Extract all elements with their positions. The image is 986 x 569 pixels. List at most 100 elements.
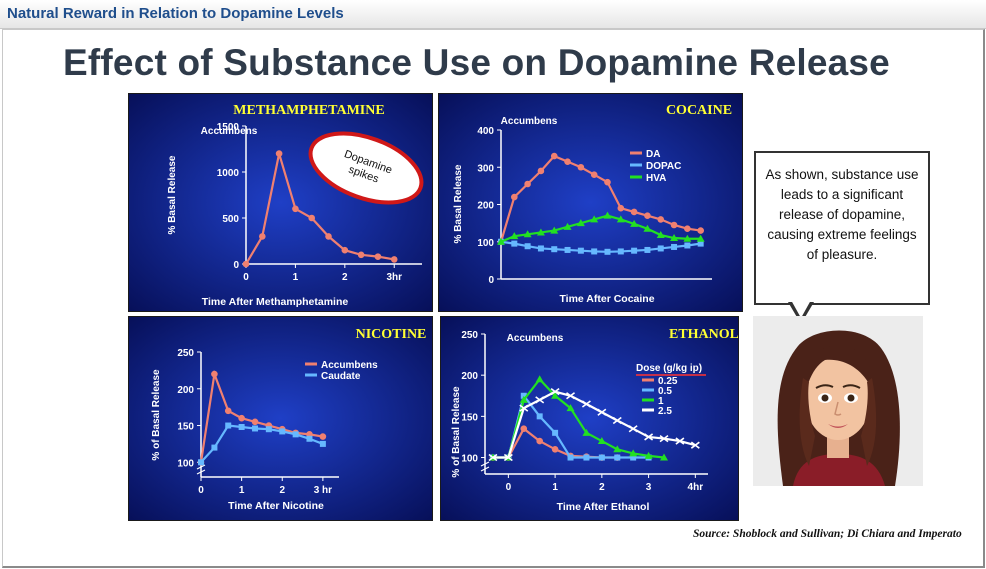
cocaine-data-point: [684, 242, 691, 249]
chart-cocaine: 0 100 200 300 400 COCAINE Accumbens Time After …: [438, 93, 743, 312]
ethanol-x-tick-label: 4hr: [688, 482, 704, 493]
ethanol-x-tick-label: 3: [646, 482, 652, 493]
ethanol-data-point: [520, 425, 528, 433]
methamphetamine-y-axis-label: % Basal Release: [167, 155, 178, 234]
cocaine-data-point: [524, 243, 531, 250]
ethanol-data-point: [551, 391, 560, 399]
nicotine-x-tick-label: 0: [198, 485, 204, 496]
ethanol-data-point: [582, 428, 591, 436]
nicotine-data-point: [292, 431, 299, 438]
cocaine-data-point: [497, 237, 505, 245]
cocaine-data-point: [630, 208, 638, 216]
methamphetamine-x-tick-label: 1: [293, 272, 299, 283]
cocaine-legend-label: HVA: [646, 173, 666, 184]
ethanol-data-point: [536, 413, 543, 420]
cocaine-data-point: [537, 167, 545, 175]
cocaine-data-point: [511, 193, 518, 201]
speech-bubble-text: As shown, substance use leads to a signi…: [765, 167, 919, 262]
ethanol-data-point: [520, 392, 527, 399]
cocaine-data-point: [697, 227, 704, 234]
chart-ethanol: 100 150 200 250 0 1 2 3 4hr ETHANOL Accumbens Time …: [440, 316, 739, 521]
ethanol-y-tick-label: 150: [461, 412, 478, 423]
nicotine-x-tick-label: 3 hr: [314, 485, 332, 496]
methamphetamine-y-tick-label: 1500: [217, 122, 240, 133]
slide-title: Effect of Substance Use on Dopamine Rele…: [63, 42, 890, 83]
cocaine-data-point: [644, 246, 651, 253]
cocaine-data-point: [564, 158, 571, 165]
ethanol-x-tick-label: 0: [506, 482, 512, 493]
ethanol-x-axis-label: Time After Ethanol: [557, 501, 650, 513]
nicotine-data-point: [238, 424, 245, 430]
methamphetamine-x-tick-label: 2: [342, 272, 348, 283]
cocaine-data-point: [523, 230, 532, 238]
nicotine-series-line-caudate: [200, 424, 324, 464]
cocaine-data-point: [604, 178, 611, 186]
cocaine-data-point: [563, 222, 572, 230]
nicotine-x-tick-label: 2: [279, 485, 285, 496]
nicotine-data-point: [211, 370, 218, 378]
ethanol-data-point: [644, 451, 653, 459]
nicotine-y-tick-label: 250: [177, 348, 194, 359]
cocaine-data-point: [617, 204, 625, 212]
cocaine-y-tick-label: 300: [477, 163, 494, 174]
nicotine-axis-break: [196, 464, 206, 475]
methamphetamine-x-tick-label: 3hr: [386, 272, 402, 283]
cocaine-data-point: [590, 171, 598, 178]
ethanol-data-point: [613, 445, 622, 453]
ethanol-data-point: [566, 392, 576, 400]
ethanol-data-point: [675, 437, 685, 445]
nicotine-data-point: [252, 425, 259, 432]
ethanol-data-point: [644, 433, 654, 441]
ethanol-data-point: [614, 454, 621, 461]
ethanol-region-label: Accumbens: [507, 333, 564, 344]
ethanol-y-axis-label: % of Basal Release: [451, 386, 462, 478]
cocaine-data-point: [696, 234, 705, 242]
ethanol-legend-label: 0.5: [658, 386, 672, 397]
chart-ethanol-svg: 100 150 200 250 0 1 2 3 4hr ETHANOL Accumbens Time …: [441, 317, 738, 520]
methamphetamine-data-point: [325, 233, 332, 240]
cocaine-data-point: [683, 234, 692, 242]
ethanol-data-point: [660, 453, 669, 461]
cocaine-data-point: [697, 240, 704, 247]
methamphetamine-y-tick-label: 1000: [217, 168, 240, 179]
ethanol-data-point: [488, 453, 498, 462]
nicotine-data-point: [306, 435, 313, 442]
cocaine-data-point: [616, 215, 625, 223]
ethanol-legend-title: Dose (g/kg ip): [636, 363, 702, 374]
methamphetamine-y-tick-label: 500: [222, 214, 239, 225]
cocaine-data-point: [604, 248, 611, 255]
cocaine-chart-title: COCAINE: [666, 103, 732, 118]
cocaine-data-point: [577, 163, 585, 171]
ethanol-data-point: [628, 425, 638, 433]
nicotine-y-tick-label: 100: [177, 458, 194, 469]
methamphetamine-y-tick-label: 0: [233, 260, 239, 271]
cocaine-data-point: [564, 246, 571, 253]
cocaine-background: [439, 94, 742, 311]
ethanol-data-point: [612, 416, 622, 425]
cocaine-data-point: [511, 240, 518, 247]
nicotine-x-tick-label: 1: [239, 485, 245, 496]
chart-methamphetamine-svg: 0 500 1000 1500 0 1 2 3hr METHAMPHETAMINE Accumbe…: [129, 94, 432, 311]
methamphetamine-region-label: Accumbens: [201, 126, 258, 137]
cocaine-y-tick-label: 100: [477, 238, 494, 249]
cocaine-data-point: [684, 225, 691, 233]
cocaine-data-point: [657, 216, 665, 223]
ethanol-data-point: [598, 454, 605, 461]
ethanol-data-point: [567, 454, 574, 461]
woman-avatar-icon: [777, 330, 900, 486]
speech-bubble: As shown, substance use leads to a signi…: [754, 151, 930, 305]
cocaine-data-point: [591, 248, 598, 255]
cocaine-data-point: [550, 226, 559, 234]
nicotine-background: [129, 317, 432, 520]
methamphetamine-data-point: [275, 150, 283, 157]
ethanol-data-point: [551, 445, 559, 453]
cocaine-data-point: [617, 248, 624, 255]
nicotine-data-point: [319, 433, 327, 440]
cocaine-series-line-da: [499, 154, 701, 243]
methamphetamine-chart-title: METHAMPHETAMINE: [233, 103, 384, 118]
cocaine-region-label: Accumbens: [501, 116, 558, 127]
ethanol-axis-break: [480, 461, 490, 472]
ethanol-x-tick-label: 2: [599, 482, 605, 493]
ethanol-data-point: [550, 388, 560, 396]
cocaine-data-point: [644, 212, 651, 219]
